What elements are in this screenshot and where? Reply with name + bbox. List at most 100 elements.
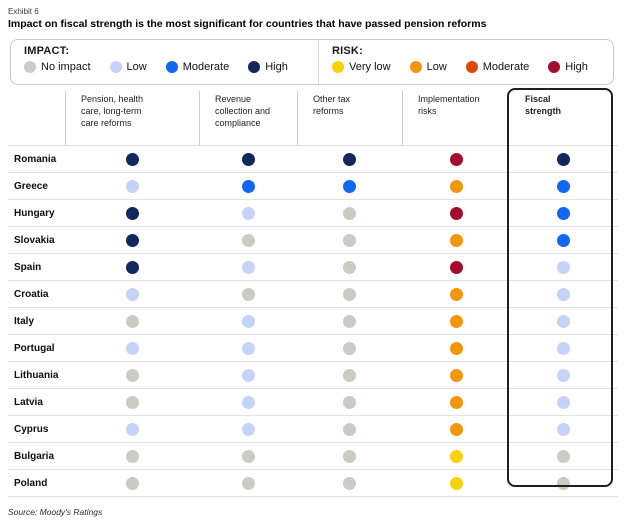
country-label: Croatia — [14, 288, 49, 300]
risk-legend-dot — [548, 61, 561, 74]
matrix-cell — [65, 200, 199, 226]
column-header-4: Fiscal strength — [510, 91, 616, 145]
legend-item-label: No impact — [41, 61, 91, 74]
matrix-cell — [510, 146, 616, 172]
impact-dot — [556, 206, 570, 220]
matrix-cell — [199, 200, 297, 226]
country-label: Portugal — [14, 342, 55, 354]
source-attribution: Source: Moody's Ratings — [8, 507, 103, 518]
matrix-cell — [510, 173, 616, 199]
matrix-cell — [510, 416, 616, 442]
column-header-0: Pension, health care, long-term care ref… — [65, 91, 199, 146]
table-row: Latvia — [8, 389, 618, 417]
matrix-header-row: Pension, health care, long-term care ref… — [8, 91, 618, 147]
matrix-cell — [510, 308, 616, 334]
matrix-cell — [402, 254, 510, 280]
legend-item-label: Moderate — [182, 61, 230, 74]
matrix-cell — [199, 443, 297, 469]
matrix-cell — [510, 281, 616, 307]
legend-impact-heading: IMPACT: — [24, 45, 70, 58]
impact-dot — [241, 206, 255, 220]
matrix-cell — [402, 389, 510, 415]
table-row: Lithuania — [8, 362, 618, 390]
matrix-cell — [65, 281, 199, 307]
matrix-cell — [402, 227, 510, 253]
legend-item-risk: Low — [409, 61, 447, 74]
matrix-cell — [199, 389, 297, 415]
legend: IMPACT: No impact Low Moderate High RISK: V… — [10, 39, 614, 86]
impact-dot — [125, 179, 139, 193]
table-row: Italy — [8, 308, 618, 336]
matrix-cell — [297, 416, 402, 442]
table-row: Greece — [8, 173, 618, 201]
column-header-label: Fiscal strength — [525, 94, 561, 116]
impact-dot — [556, 449, 570, 463]
matrix-cell — [65, 362, 199, 388]
impact-dot — [125, 341, 139, 355]
risk-dot — [449, 287, 463, 301]
risk-dot — [449, 233, 463, 247]
matrix-cell — [297, 200, 402, 226]
risk-dot — [449, 368, 463, 382]
legend-risk-heading: RISK: — [332, 45, 363, 58]
impact-dot — [343, 368, 356, 382]
impact-dot — [556, 422, 570, 436]
impact-dot — [343, 314, 356, 328]
impact-dot — [343, 233, 356, 247]
impact-legend-dot — [165, 61, 178, 74]
risk-dot — [449, 260, 463, 274]
impact-dot — [343, 476, 356, 490]
impact-dot — [241, 476, 255, 490]
country-label: Spain — [14, 261, 42, 273]
matrix-cell — [199, 227, 297, 253]
country-label: Slovakia — [14, 234, 55, 246]
legend-impact-section: IMPACT: No impact Low Moderate High — [11, 40, 319, 85]
legend-item-label: High — [565, 61, 588, 74]
matrix-cell — [510, 362, 616, 388]
impact-dot — [241, 422, 255, 436]
legend-item-risk: High — [548, 61, 588, 74]
legend-item-label: High — [265, 61, 288, 74]
impact-dot — [241, 233, 255, 247]
impact-dot — [343, 206, 356, 220]
country-label: Lithuania — [14, 369, 59, 381]
impact-legend-dot — [248, 61, 261, 74]
matrix-cell — [402, 470, 510, 496]
impact-dot — [556, 368, 570, 382]
impact-legend-dot — [109, 61, 122, 74]
column-header-label: Implementation risks — [418, 94, 480, 116]
impact-dot — [125, 476, 139, 490]
matrix-cell — [65, 416, 199, 442]
matrix-cell — [297, 308, 402, 334]
matrix-cell — [65, 389, 199, 415]
impact-dot — [125, 233, 139, 247]
country-label: Italy — [14, 315, 35, 327]
column-header-1: Revenue collection and compliance — [199, 91, 297, 146]
impact-dot — [241, 368, 255, 382]
impact-dot — [125, 206, 139, 220]
matrix-cell — [65, 227, 199, 253]
matrix-cell — [297, 254, 402, 280]
column-header-3: Implementation risks — [402, 91, 510, 146]
matrix-cell — [402, 146, 510, 172]
matrix-cell — [402, 416, 510, 442]
matrix-cell — [510, 200, 616, 226]
risk-dot — [449, 449, 463, 463]
matrix-cell — [402, 281, 510, 307]
matrix-cell — [510, 389, 616, 415]
risk-legend-dot — [409, 61, 422, 74]
legend-item-impact: No impact — [24, 61, 91, 74]
table-row: Hungary — [8, 200, 618, 228]
risk-dot — [449, 395, 463, 409]
legend-item-risk: Very low — [332, 61, 391, 74]
legend-risk-section: RISK: Very low Low Moderate High — [319, 40, 613, 84]
matrix-cell — [65, 470, 199, 496]
impact-dot — [343, 395, 356, 409]
impact-dot — [556, 260, 570, 274]
matrix-cell — [65, 146, 199, 172]
risk-legend-dot — [332, 61, 344, 74]
impact-dot — [125, 314, 139, 328]
table-row: Spain — [8, 254, 618, 282]
risk-dot — [449, 179, 463, 193]
matrix-cell — [402, 200, 510, 226]
